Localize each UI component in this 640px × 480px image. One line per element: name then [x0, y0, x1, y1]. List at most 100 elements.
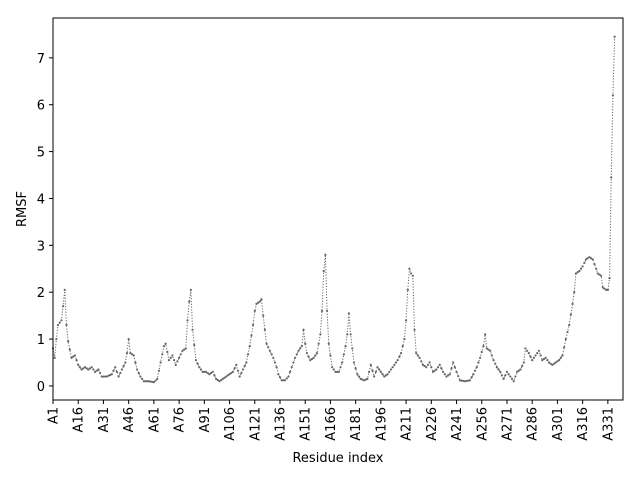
rmsf-data-point: [408, 267, 411, 270]
rmsf-data-point: [610, 176, 613, 179]
rmsf-data-point: [179, 353, 182, 356]
rmsf-data-point: [225, 375, 228, 378]
rmsf-data-point: [578, 270, 581, 273]
rmsf-data-point: [196, 362, 199, 365]
rmsf-data-point: [270, 353, 273, 356]
rmsf-data-point: [213, 374, 216, 377]
y-tick-label: 1: [37, 333, 45, 348]
rmsf-data-point: [388, 370, 391, 373]
rmsf-data-point: [319, 333, 322, 336]
rmsf-data-point: [70, 356, 73, 359]
rmsf-data-point: [233, 367, 236, 370]
rmsf-data-point: [391, 366, 394, 369]
rmsf-data-point: [544, 356, 547, 359]
rmsf-data-point: [139, 375, 142, 378]
rmsf-data-point: [403, 337, 406, 341]
rmsf-data-point: [478, 356, 482, 359]
rmsf-data-point: [517, 369, 520, 372]
rmsf-data-point: [216, 378, 219, 382]
rmsf-data-point: [268, 349, 271, 352]
rmsf-data-point: [85, 367, 88, 370]
rmsf-data-point: [300, 345, 303, 348]
rmsf-data-point: [161, 353, 164, 356]
rmsf-data-point: [146, 380, 149, 383]
rmsf-data-point: [564, 337, 567, 341]
rmsf-data-point: [347, 312, 351, 315]
rmsf-data-point: [568, 323, 571, 327]
rmsf-data-point: [117, 375, 120, 378]
rmsf-data-point: [230, 371, 233, 375]
y-tick-label: 4: [37, 192, 45, 207]
rmsf-data-point: [598, 273, 601, 276]
rmsf-data-point: [473, 369, 477, 372]
rmsf-data-point: [208, 373, 211, 376]
rmsf-data-point: [401, 345, 404, 348]
rmsf-data-point: [462, 379, 465, 383]
rmsf-data-point: [67, 340, 70, 343]
rmsf-data-point: [95, 369, 98, 372]
rmsf-data-point: [134, 361, 137, 364]
rmsf-data-point: [361, 378, 364, 381]
rmsf-data-point: [431, 370, 435, 373]
rmsf-data-point: [55, 337, 58, 341]
rmsf-data-point: [135, 368, 139, 371]
rmsf-data-point: [396, 359, 399, 362]
rmsf-data-point: [489, 349, 492, 352]
rmsf-data-point: [566, 330, 569, 334]
rmsf-data-point: [307, 355, 310, 358]
rmsf-data-point: [87, 368, 90, 371]
x-tick-label: A256: [475, 407, 490, 441]
rmsf-data-point: [485, 347, 488, 350]
rmsf-data-point: [384, 374, 388, 377]
rmsf-data-point: [228, 373, 231, 376]
rmsf-data-point: [314, 354, 317, 357]
rmsf-data-point: [458, 379, 461, 382]
rmsf-data-point: [588, 255, 591, 259]
rmsf-data-point: [181, 349, 184, 352]
rmsf-data-point: [502, 377, 505, 381]
rmsf-data-point: [423, 364, 426, 368]
rmsf-data-point: [514, 375, 517, 378]
x-tick-label: A46: [122, 407, 137, 432]
x-tick-label: A196: [374, 407, 389, 441]
rmsf-data-point: [373, 375, 376, 378]
rmsf-data-point: [63, 288, 66, 291]
rmsf-data-point: [77, 363, 80, 366]
x-tick-label: A121: [248, 407, 263, 441]
rmsf-data-point: [465, 379, 468, 383]
x-tick-label: A76: [173, 407, 188, 432]
rmsf-data-point: [362, 379, 366, 382]
rmsf-data-point: [280, 379, 283, 382]
rmsf-data-point: [589, 257, 593, 260]
rmsf-data-point: [552, 362, 556, 365]
rmsf-data-point: [600, 274, 603, 277]
rmsf-data-point: [97, 368, 100, 371]
rmsf-data-point: [110, 373, 113, 376]
rmsf-data-point: [310, 357, 314, 361]
rmsf-data-point: [576, 271, 579, 274]
rmsf-data-point: [509, 375, 512, 378]
rmsf-data-point: [78, 366, 81, 369]
rmsf-data-point: [154, 379, 157, 382]
rmsf-data-point: [262, 314, 265, 317]
rmsf-data-point: [430, 366, 433, 369]
rmsf-data-point: [591, 258, 594, 261]
rmsf-data-point: [601, 286, 604, 289]
rmsf-data-point: [596, 272, 599, 275]
rmsf-data-point: [80, 368, 83, 371]
rmsf-data-point: [171, 354, 174, 357]
rmsf-data-point: [500, 374, 504, 377]
rmsf-data-point: [267, 346, 270, 349]
rmsf-data-point: [129, 352, 132, 355]
rmsf-data-point: [581, 265, 584, 268]
rmsf-data-point: [159, 361, 162, 364]
rmsf-data-point: [56, 323, 60, 327]
rmsf-data-point: [240, 371, 243, 375]
rmsf-data-point: [107, 374, 110, 377]
rmsf-data-point: [537, 349, 541, 352]
rmsf-data-point: [220, 378, 223, 382]
rmsf-data-point: [484, 333, 487, 336]
rmsf-data-point: [265, 342, 268, 345]
rmsf-data-point: [68, 348, 71, 351]
rmsf-data-point: [334, 370, 337, 373]
